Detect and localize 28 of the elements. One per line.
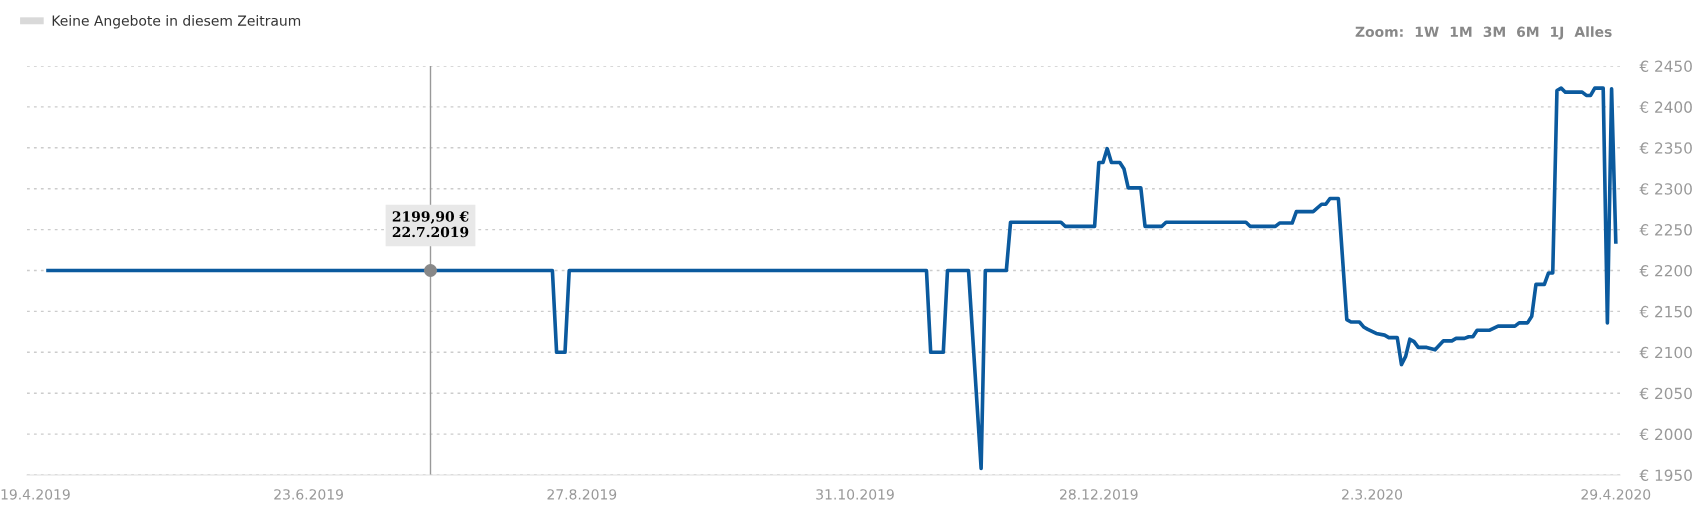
text: Zoom: (1355, 26, 1403, 38)
y-tick-label: € 2450 (1639, 60, 1692, 73)
y-tick-label: € 2050 (1639, 387, 1692, 400)
annotation: 2199,90 € 22.7.2019 (392, 211, 469, 238)
y-tick-label: € 2150 (1639, 305, 1692, 318)
x-tick-label: 19.4.2019 (1, 489, 70, 500)
y-tick-label: € 2250 (1639, 224, 1692, 236)
y-tick-label: € 2400 (1639, 101, 1692, 113)
x-tick-label: 31.10.2019 (816, 489, 894, 500)
x-tick-label: 29.4.2020 (1581, 489, 1651, 500)
x-tick-label: 23.6.2019 (274, 489, 343, 500)
y-tick-label: € 1950 (1639, 469, 1692, 482)
y-tick-label: € 2350 (1639, 142, 1692, 154)
y-tick-label: € 2300 (1639, 183, 1692, 195)
text: Alles (1574, 26, 1612, 38)
x-tick-label: 2.3.2020 (1342, 489, 1403, 500)
text: 1W (1415, 26, 1439, 37)
x-tick-label: 28.12.2019 (1060, 489, 1138, 500)
y-tick-label: € 2000 (1639, 428, 1692, 441)
y-tick-label: € 2200 (1639, 264, 1692, 277)
text: 1M (1450, 26, 1472, 37)
text: 3M (1483, 26, 1505, 38)
x-tick-label: 27.8.2019 (547, 489, 617, 500)
text: 1J (1551, 26, 1564, 40)
legend-label: Keine Angebote in diesem Zeitraum (52, 15, 301, 29)
text: 6M (1516, 26, 1539, 38)
line-series (46, 86, 1618, 471)
y-tick-label: € 2100 (1639, 346, 1692, 359)
